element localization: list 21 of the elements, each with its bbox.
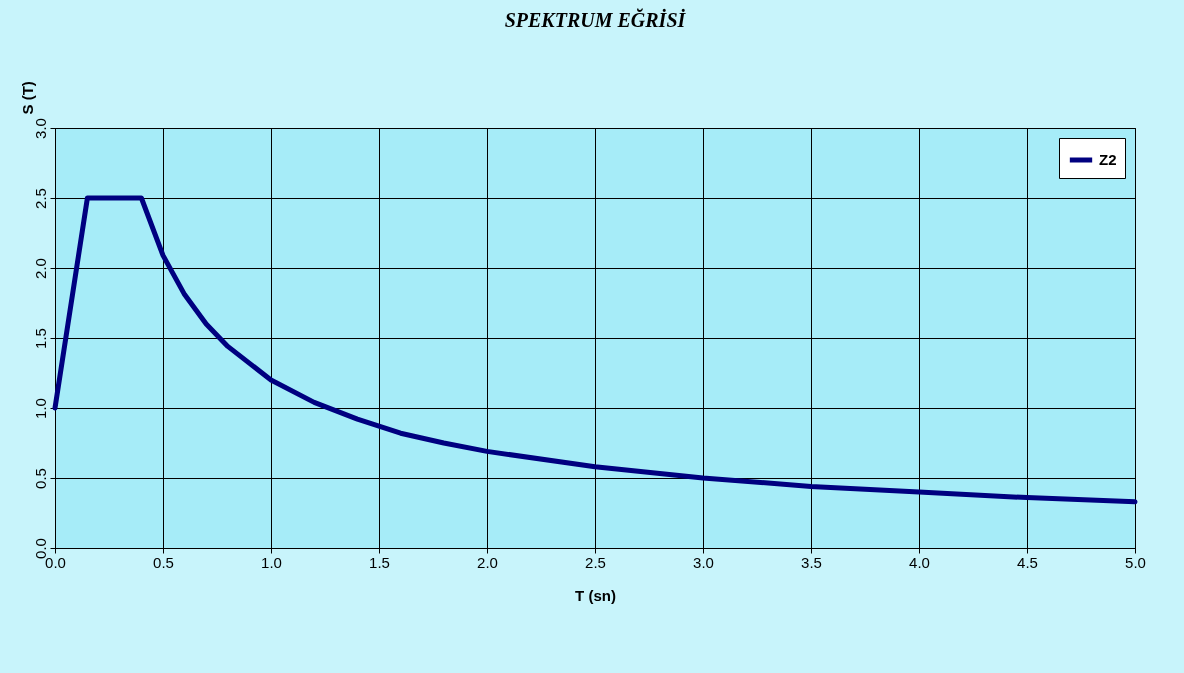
x-tick-label: 0.0: [45, 553, 66, 571]
y-tick-label: 1.0: [31, 398, 49, 419]
x-tick-label: 0.5: [153, 553, 174, 571]
x-tick-label: 4.5: [1017, 553, 1038, 571]
x-tick-label: 2.5: [585, 553, 606, 571]
y-tick-label: 0.5: [31, 468, 49, 489]
y-axis-title: S (T): [18, 81, 36, 115]
x-tick-label: 5.0: [1125, 553, 1146, 571]
x-tick-label: 4.0: [909, 553, 930, 571]
y-tick-label: 2.0: [31, 258, 49, 279]
x-tick-label: 1.5: [369, 553, 390, 571]
x-tick-label: 1.0: [261, 553, 282, 571]
y-tick-label: 2.5: [31, 188, 49, 209]
y-tick-label: 1.5: [31, 328, 49, 349]
x-tick-label: 2.0: [477, 553, 498, 571]
legend-label: Z2: [1099, 151, 1117, 168]
chart-title: SPEKTRUM EĞRİSİ: [504, 7, 687, 31]
y-tick-label: 3.0: [31, 118, 49, 139]
x-tick-label: 3.5: [801, 553, 822, 571]
x-axis-title: T (sn): [575, 586, 616, 604]
x-tick-label: 3.0: [693, 553, 714, 571]
